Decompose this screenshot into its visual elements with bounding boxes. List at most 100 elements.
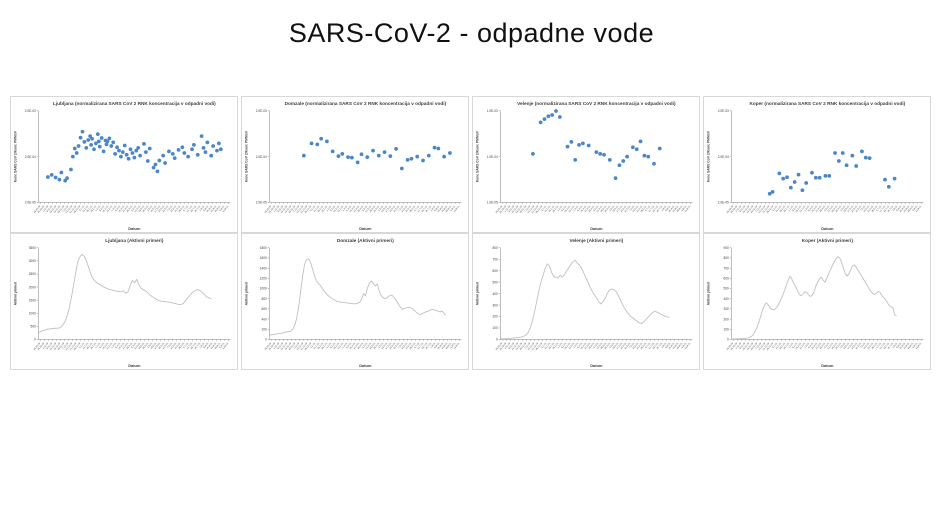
- svg-text:1.3.21: 1.3.21: [573, 205, 580, 212]
- svg-text:9.8.21: 9.8.21: [665, 205, 672, 212]
- svg-text:0: 0: [727, 338, 729, 342]
- svg-text:16.11.20: 16.11.20: [49, 342, 58, 351]
- svg-text:5.4.21: 5.4.21: [593, 342, 600, 349]
- svg-text:21.6.21: 21.6.21: [867, 205, 875, 213]
- svg-text:28.12.20: 28.12.20: [766, 342, 775, 351]
- svg-text:24.5.21: 24.5.21: [158, 205, 166, 213]
- svg-text:7.6.21: 7.6.21: [629, 205, 636, 212]
- svg-text:2.11.20: 2.11.20: [504, 342, 512, 350]
- velenje-active-cases-chart: Velenje (Aktivni primeri) 0 100 200 300 400 50…: [476, 238, 693, 368]
- svg-text:21.12.20: 21.12.20: [300, 342, 309, 351]
- svg-text:5.4.21: 5.4.21: [131, 342, 138, 349]
- svg-text:15.3.21: 15.3.21: [118, 342, 126, 350]
- svg-text:24.5.21: 24.5.21: [389, 205, 397, 213]
- svg-text:1.2.21: 1.2.21: [95, 342, 102, 349]
- svg-text:25.1.21: 25.1.21: [90, 342, 98, 350]
- svg-text:29.3.21: 29.3.21: [357, 342, 365, 350]
- svg-text:14.6.21: 14.6.21: [170, 342, 178, 350]
- svg-text:22.2.21: 22.2.21: [568, 342, 576, 350]
- svg-text:14.12.20: 14.12.20: [527, 205, 536, 214]
- svg-text:1500: 1500: [29, 298, 36, 302]
- svg-text:1000: 1000: [29, 311, 36, 315]
- svg-text:12.4.21: 12.4.21: [365, 342, 373, 350]
- svg-text:200: 200: [262, 327, 267, 331]
- svg-text:0: 0: [265, 338, 267, 342]
- svg-text:7.6.21: 7.6.21: [629, 342, 636, 349]
- svg-text:29.3.21: 29.3.21: [819, 342, 827, 350]
- svg-text:21.6.21: 21.6.21: [636, 342, 644, 350]
- ljubljana-active-cases-chart: Ljubljana (Aktivni primeri) 0 500 1000 1500 2…: [14, 238, 231, 368]
- svg-text:5.7.21: 5.7.21: [876, 342, 883, 349]
- svg-text:100: 100: [493, 326, 498, 330]
- svg-text:26.4.21: 26.4.21: [604, 342, 612, 350]
- svg-text:21.12.20: 21.12.20: [531, 205, 540, 214]
- svg-text:6.9.21: 6.9.21: [912, 205, 919, 212]
- svg-text:2.11.20: 2.11.20: [273, 205, 281, 213]
- svg-text:2.8.21: 2.8.21: [430, 205, 437, 212]
- svg-text:1000: 1000: [260, 287, 267, 291]
- svg-text:7.6.21: 7.6.21: [860, 342, 867, 349]
- chart-panel-ljubljana-concentration: Ljubljana (normalizirana SARS CoV 2 RNK …: [10, 96, 238, 233]
- chart-panel-koper-concentration: Koper (normalizirana SARS CoV 2 RNK konc…: [703, 96, 931, 233]
- svg-text:16.8.21: 16.8.21: [899, 342, 907, 350]
- svg-text:15.2.21: 15.2.21: [102, 205, 110, 213]
- svg-text:12.4.21: 12.4.21: [365, 205, 373, 213]
- svg-text:8.3.21: 8.3.21: [808, 342, 815, 349]
- svg-text:14.6.21: 14.6.21: [170, 205, 178, 213]
- svg-text:23.11.20: 23.11.20: [746, 205, 755, 214]
- svg-text:3.5.21: 3.5.21: [609, 342, 616, 349]
- svg-text:Aktivni primeri: Aktivni primeri: [14, 282, 18, 305]
- svg-text:16.8.21: 16.8.21: [206, 342, 214, 350]
- svg-text:12.4.21: 12.4.21: [827, 205, 835, 213]
- svg-text:Koper (Aktivni primeri): Koper (Aktivni primeri): [802, 238, 854, 244]
- svg-text:Domzale (normalizirana SARS Co: Domzale (normalizirana SARS CoV 2 RNK ko…: [285, 101, 447, 107]
- svg-text:17.5.21: 17.5.21: [385, 342, 393, 350]
- svg-text:7.12.20: 7.12.20: [62, 342, 70, 350]
- svg-text:30.8.21: 30.8.21: [676, 205, 684, 213]
- svg-text:30.8.21: 30.8.21: [907, 205, 915, 213]
- svg-text:26.10.20: 26.10.20: [268, 205, 277, 214]
- svg-text:30.11.20: 30.11.20: [519, 342, 528, 351]
- svg-text:1.0E-05: 1.0E-05: [487, 201, 498, 205]
- svg-text:26.4.21: 26.4.21: [142, 205, 150, 213]
- svg-text:30.8.21: 30.8.21: [445, 342, 453, 350]
- svg-text:2.0E-04: 2.0E-04: [256, 155, 267, 159]
- svg-text:19.10.20: 19.10.20: [33, 205, 42, 214]
- svg-text:19.4.21: 19.4.21: [600, 342, 608, 350]
- svg-text:26.7.21: 26.7.21: [887, 342, 895, 350]
- svg-text:24.5.21: 24.5.21: [158, 342, 166, 350]
- svg-text:1.2.21: 1.2.21: [788, 342, 795, 349]
- svg-text:2.0E-03: 2.0E-03: [25, 109, 36, 113]
- svg-text:5.4.21: 5.4.21: [593, 205, 600, 212]
- svg-text:9.8.21: 9.8.21: [203, 342, 210, 349]
- chart-panel-domzale-concentration: Domzale (normalizirana SARS CoV 2 RNK ko…: [241, 96, 469, 233]
- svg-text:23.8.21: 23.8.21: [672, 342, 680, 350]
- svg-text:6.9.21: 6.9.21: [219, 342, 226, 349]
- svg-text:17.5.21: 17.5.21: [847, 205, 855, 213]
- svg-text:12.4.21: 12.4.21: [596, 205, 604, 213]
- svg-text:22.3.21: 22.3.21: [353, 205, 361, 213]
- svg-text:5.7.21: 5.7.21: [645, 205, 652, 212]
- svg-text:23.8.21: 23.8.21: [210, 342, 218, 350]
- svg-text:2.11.20: 2.11.20: [42, 205, 50, 213]
- svg-text:600: 600: [724, 277, 729, 281]
- svg-text:16.8.21: 16.8.21: [899, 205, 907, 213]
- domzale-active-cases-chart: Domzale (Aktivni primeri) 0 200 400 600 800 10…: [245, 238, 462, 368]
- svg-text:14.6.21: 14.6.21: [401, 342, 409, 350]
- svg-text:28.12.20: 28.12.20: [73, 205, 82, 214]
- svg-text:4.1.21: 4.1.21: [310, 342, 317, 349]
- svg-text:13.9.21: 13.9.21: [222, 342, 230, 350]
- svg-text:30.8.21: 30.8.21: [676, 342, 684, 350]
- svg-text:26.10.20: 26.10.20: [730, 205, 739, 214]
- svg-text:19.4.21: 19.4.21: [138, 342, 146, 350]
- svg-text:12.4.21: 12.4.21: [134, 205, 142, 213]
- svg-text:8.3.21: 8.3.21: [115, 342, 122, 349]
- svg-text:29.3.21: 29.3.21: [357, 205, 365, 213]
- svg-text:800: 800: [262, 297, 267, 301]
- svg-text:Ljubljana (Aktivni primeri): Ljubljana (Aktivni primeri): [105, 238, 164, 244]
- svg-text:1.2.21: 1.2.21: [326, 342, 333, 349]
- svg-text:700: 700: [493, 257, 498, 261]
- svg-text:19.10.20: 19.10.20: [495, 205, 504, 214]
- svg-text:21.6.21: 21.6.21: [174, 205, 182, 213]
